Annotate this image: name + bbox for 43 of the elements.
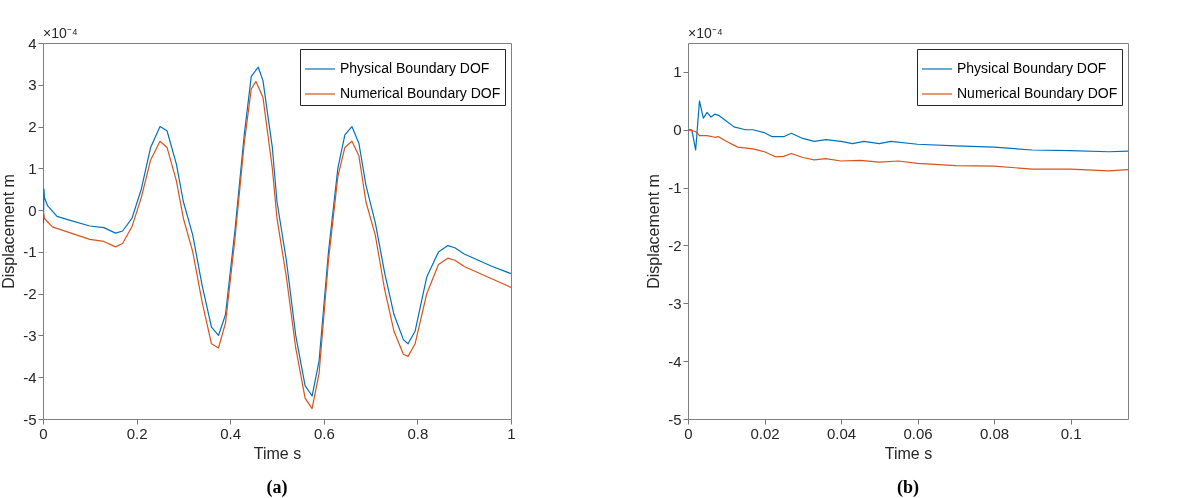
x-tick-label: 0.02: [750, 424, 780, 442]
y-tick-label: 0: [28, 201, 37, 219]
x-tick-label: 0.1: [1060, 424, 1082, 442]
y-tick-label: -5: [668, 410, 682, 428]
x-tick-label: 0.8: [407, 424, 429, 442]
x-tick-label: 0.04: [826, 424, 857, 442]
x-tick-label: 0.6: [313, 424, 335, 442]
y-tick-label: -4: [668, 352, 682, 370]
text: (b): [897, 477, 919, 498]
text: (a): [266, 477, 288, 498]
y-tick-label: 4: [28, 34, 37, 52]
x-axis-title: Time s: [253, 444, 302, 462]
y-tick-label: 0: [673, 121, 682, 139]
x-tick-label: 0.08: [979, 424, 1010, 442]
y-tick-label: 3: [28, 76, 37, 94]
y-tick-label: -4: [23, 368, 37, 386]
line-series: [688, 129, 1128, 172]
y-axis-title: Displacement m: [645, 174, 663, 289]
y-tick-label: -3: [23, 326, 37, 344]
legend-label: Numerical Boundary DOF: [957, 85, 1118, 101]
y-tick-label: -5: [23, 410, 37, 428]
y-tick-label: 2: [28, 118, 37, 136]
x-axis-title: Time s: [884, 444, 933, 462]
y-tick-label: -2: [668, 236, 682, 254]
y-tick-label: -2: [23, 285, 37, 303]
y-axis-title: Displacement m: [0, 174, 18, 289]
y-tick-label: -1: [668, 179, 682, 197]
x-tick-label: 0: [39, 424, 48, 442]
legend-label: Numerical Boundary DOF: [340, 85, 501, 101]
x-tick-label: 0.2: [126, 424, 148, 442]
x-tick-label: 0: [684, 424, 693, 442]
text: ×10⁻⁴: [688, 25, 723, 41]
legend-label: Physical Boundary DOF: [340, 60, 490, 76]
legend-label: Physical Boundary DOF: [957, 60, 1107, 76]
line-series: [688, 100, 1128, 153]
x-tick-label: 0.4: [220, 424, 242, 442]
y-tick-label: -1: [23, 243, 37, 261]
y-tick-label: -3: [668, 294, 682, 312]
x-tick-label: 0.06: [903, 424, 933, 442]
x-tick-label: 1: [507, 424, 516, 442]
y-tick-label: 1: [673, 63, 682, 81]
text: ×10⁻⁴: [43, 25, 78, 41]
y-tick-label: 1: [28, 159, 37, 177]
